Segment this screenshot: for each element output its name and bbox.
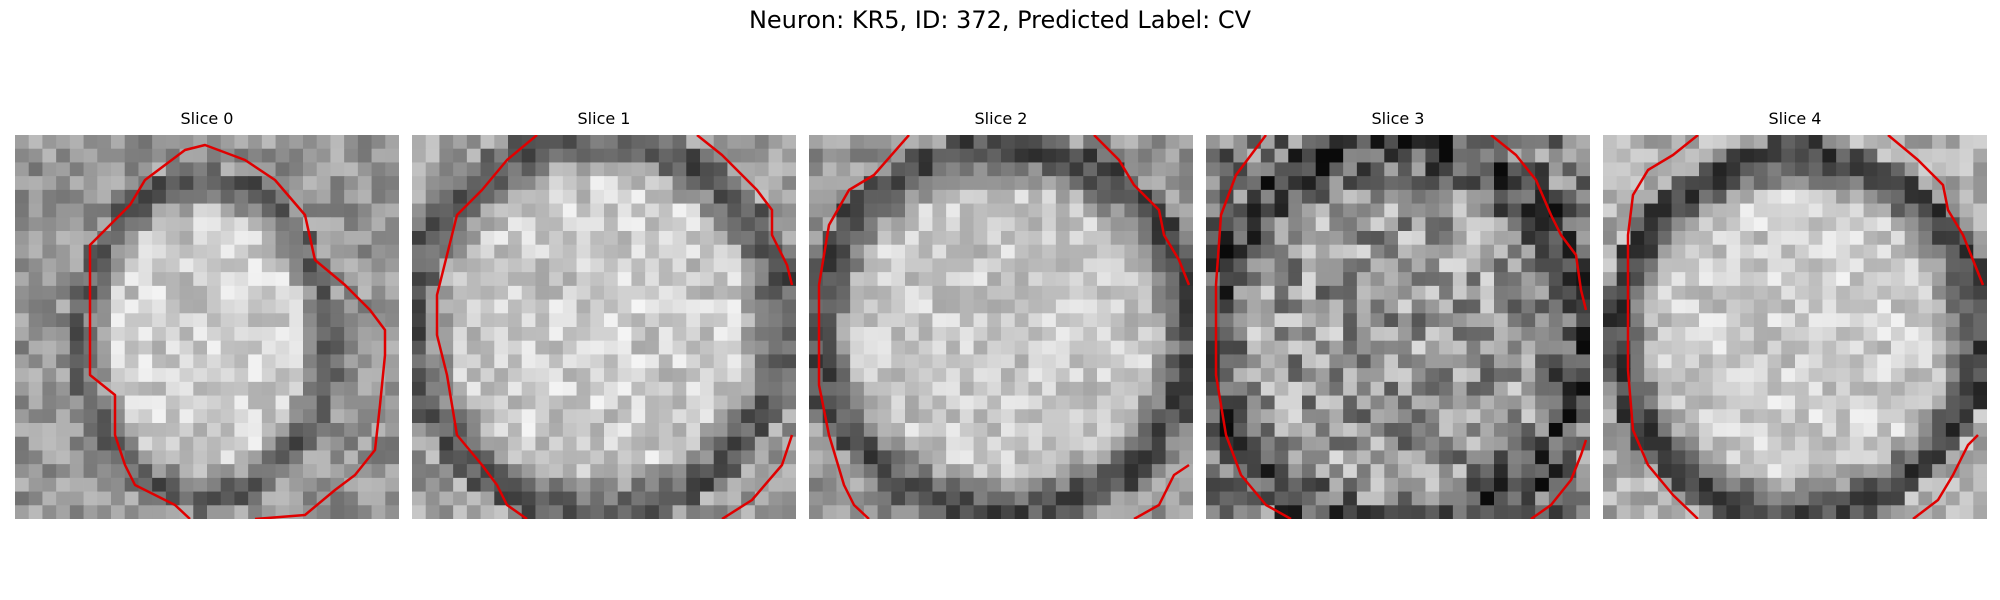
contour-line-1-1 [696, 135, 794, 286]
slice-title-0: Slice 0 [180, 109, 234, 128]
contour-line-0-0 [88, 143, 387, 519]
contour-line-4-0 [1626, 135, 1699, 519]
contour-line-4-2 [1912, 434, 1979, 519]
slice-image-0 [15, 135, 399, 519]
figure-title: Neuron: KR5, ID: 372, Predicted Label: C… [748, 6, 1252, 34]
slice-panel-1: Slice 1 [412, 108, 796, 519]
contour-line-3-1 [1490, 135, 1588, 311]
slice-panel-0: Slice 0 [15, 108, 399, 519]
contour-line-2-2 [1133, 463, 1190, 519]
contour-line-2-1 [1093, 135, 1191, 286]
slice-image-3 [1206, 135, 1590, 519]
slice-image-2 [809, 135, 1193, 519]
slice-image-1 [412, 135, 796, 519]
contour-line-2-0 [817, 135, 910, 519]
slice-panel-2: Slice 2 [809, 108, 1193, 519]
contour-line-1-0 [435, 135, 538, 519]
slice-image-4 [1603, 135, 1987, 519]
contour-line-4-1 [1887, 135, 1985, 286]
slice-panel-3: Slice 3 [1206, 108, 1590, 519]
contour-line-3-2 [1530, 439, 1588, 519]
slice-title-4: Slice 4 [1768, 109, 1822, 128]
slice-title-3: Slice 3 [1371, 109, 1425, 128]
slice-title-2: Slice 2 [974, 109, 1028, 128]
slice-title-1: Slice 1 [577, 109, 631, 128]
contour-line-1-2 [721, 434, 794, 519]
contour-line-3-0 [1214, 135, 1292, 519]
slice-panel-4: Slice 4 [1603, 108, 1987, 519]
